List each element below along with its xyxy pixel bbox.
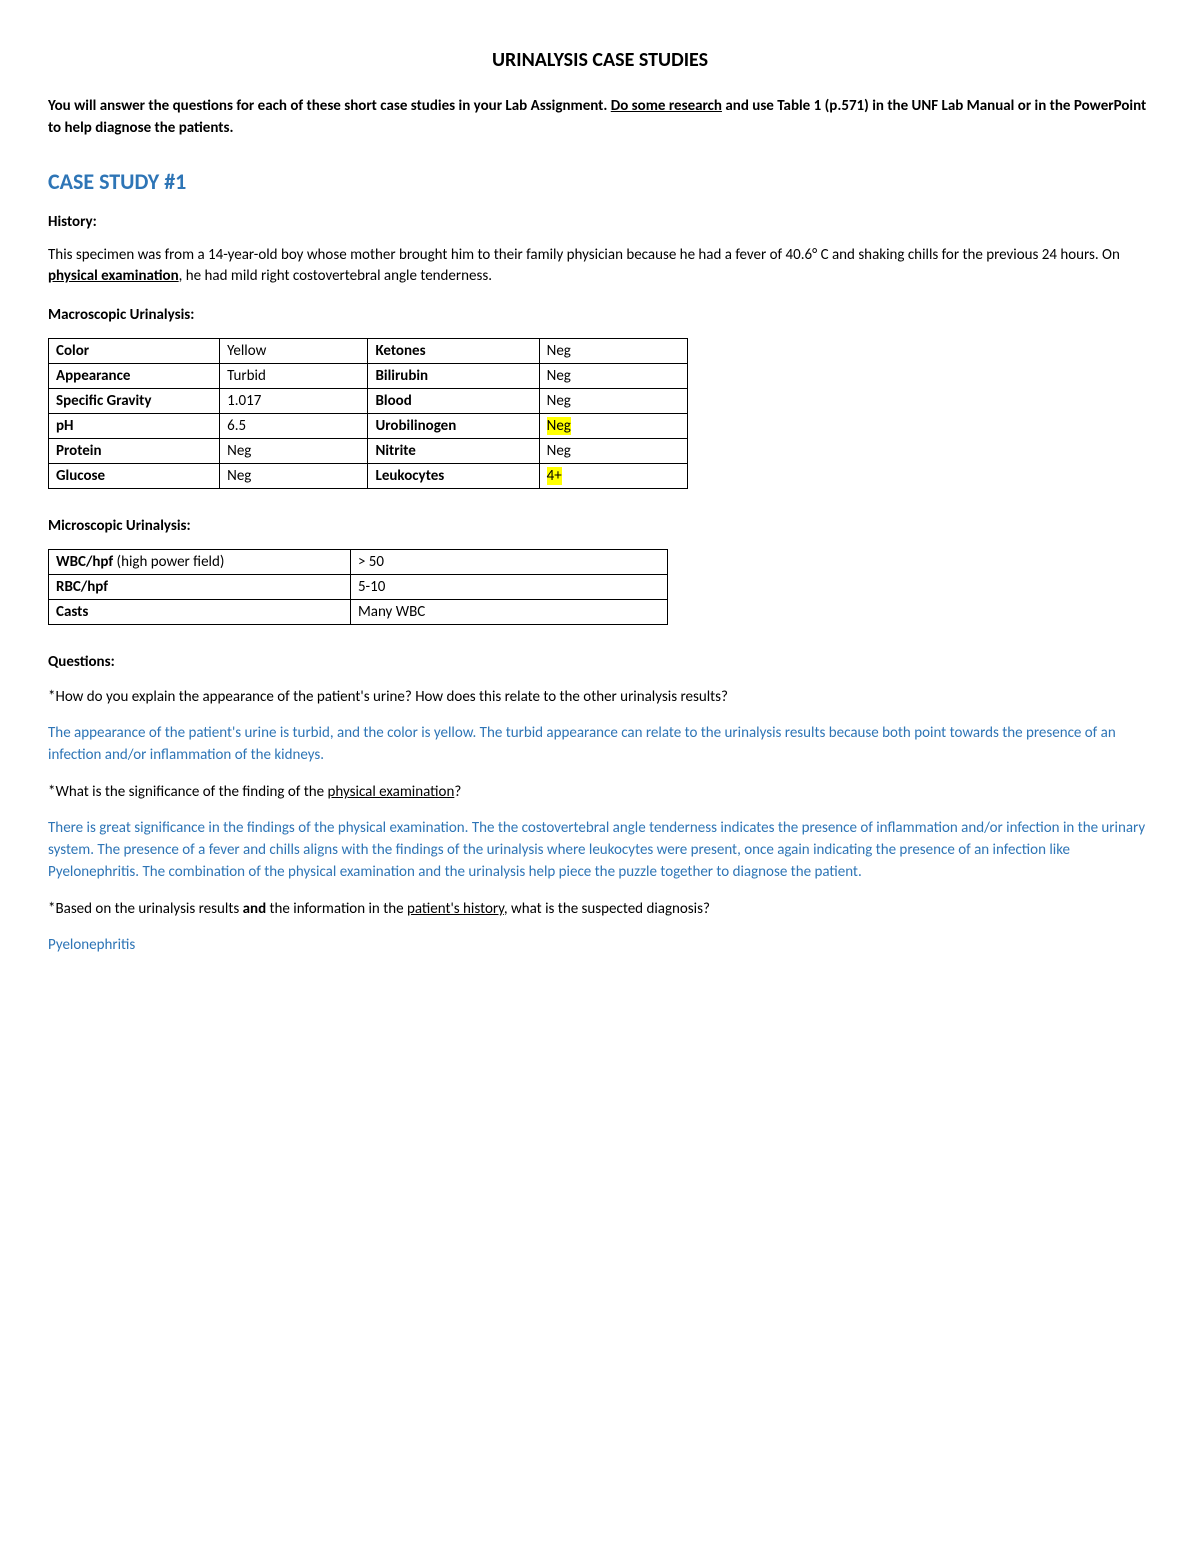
table-row: pH6.5Urobilinogen Neg — [49, 414, 688, 439]
micro-label-cell: WBC/hpf (high power field) — [49, 550, 351, 575]
q3-c: the information in the — [266, 900, 407, 918]
q3-u: patient's history — [407, 900, 504, 918]
question-1: *How do you explain the appearance of th… — [48, 687, 1152, 709]
macro-label-cell: Appearance — [49, 364, 220, 389]
intro-text-u: Do some research — [611, 97, 722, 115]
question-3: *Based on the urinalysis results and the… — [48, 899, 1152, 921]
q2-u: physical examination — [328, 783, 455, 801]
q3-b: and — [243, 900, 267, 918]
macro-label-cell: Nitrite — [368, 439, 539, 464]
macro-value-cell: Turbid — [220, 364, 368, 389]
history-u: physical examination — [48, 267, 179, 285]
case-heading: CASE STUDY #1 — [48, 168, 1152, 195]
macro-value-cell: Yellow — [220, 339, 368, 364]
history-text: This specimen was from a 14-year-old boy… — [48, 245, 1152, 289]
q2-b: ? — [454, 783, 461, 801]
table-row: RBC/hpf 5-10 — [49, 575, 668, 600]
macro-label-cell: Urobilinogen — [368, 414, 539, 439]
micro-label-bold: WBC/hpf — [56, 553, 113, 571]
macro-value-cell: Neg — [539, 339, 687, 364]
macro-value-cell: Neg — [539, 364, 687, 389]
macro-value-cell: Neg — [539, 414, 687, 439]
intro-paragraph: You will answer the questions for each o… — [48, 96, 1152, 140]
macro-value-cell: 1.017 — [220, 389, 368, 414]
table-row: AppearanceTurbidBilirubinNeg — [49, 364, 688, 389]
macro-value-cell: Neg — [539, 439, 687, 464]
micro-label-cell: Casts — [49, 600, 351, 625]
q3-a: *Based on the urinalysis results — [48, 900, 243, 918]
page-title: URINALYSIS CASE STUDIES — [48, 48, 1152, 72]
micro-value-cell: 5-10 — [350, 575, 667, 600]
macro-value-cell: 4+ — [539, 464, 687, 489]
macro-label: Macroscopic Urinalysis: — [48, 306, 1152, 324]
answer-2: There is great significance in the findi… — [48, 818, 1152, 883]
macro-value-cell: 6.5 — [220, 414, 368, 439]
macro-label-cell: Specific Gravity — [49, 389, 220, 414]
question-2: *What is the significance of the finding… — [48, 782, 1152, 804]
history-a: This specimen was from a 14-year-old boy… — [48, 246, 1120, 264]
macro-value-cell: Neg — [220, 439, 368, 464]
macro-label-cell: pH — [49, 414, 220, 439]
micro-label: Microscopic Urinalysis: — [48, 517, 1152, 535]
highlight: Neg — [547, 417, 571, 435]
macro-label-cell: Glucose — [49, 464, 220, 489]
highlight: 4+ — [547, 467, 562, 485]
answer-1: The appearance of the patient's urine is… — [48, 723, 1152, 767]
macro-label-cell: Blood — [368, 389, 539, 414]
answer-3: Pyelonephritis — [48, 935, 1152, 957]
table-row: Specific Gravity1.017BloodNeg — [49, 389, 688, 414]
q2-a: *What is the significance of the finding… — [48, 783, 328, 801]
macro-label-cell: Leukocytes — [368, 464, 539, 489]
micro-value-cell: > 50 — [350, 550, 667, 575]
micro-label-normal: (high power field) — [113, 553, 224, 571]
micro-value-cell: Many WBC — [350, 600, 667, 625]
table-row: ProteinNegNitriteNeg — [49, 439, 688, 464]
questions-label: Questions: — [48, 653, 1152, 671]
macro-label-cell: Bilirubin — [368, 364, 539, 389]
macro-table: ColorYellowKetonesNegAppearanceTurbidBil… — [48, 338, 688, 489]
micro-label-cell: RBC/hpf — [49, 575, 351, 600]
table-row: Casts Many WBC — [49, 600, 668, 625]
table-row: WBC/hpf (high power field)> 50 — [49, 550, 668, 575]
micro-table: WBC/hpf (high power field)> 50RBC/hpf5-1… — [48, 549, 668, 625]
macro-value-cell: Neg — [539, 389, 687, 414]
macro-label-cell: Color — [49, 339, 220, 364]
table-row: ColorYellowKetonesNeg — [49, 339, 688, 364]
macro-value-cell: Neg — [220, 464, 368, 489]
intro-text-a: You will answer the questions for each o… — [48, 97, 611, 115]
macro-label-cell: Protein — [49, 439, 220, 464]
table-row: GlucoseNegLeukocytes 4+ — [49, 464, 688, 489]
history-label: History: — [48, 213, 1152, 231]
micro-label-bold: Casts — [56, 603, 88, 621]
q3-d: , what is the suspected diagnosis? — [504, 900, 710, 918]
macro-label-cell: Ketones — [368, 339, 539, 364]
micro-label-bold: RBC/hpf — [56, 578, 108, 596]
history-b: , he had mild right costovertebral angle… — [179, 267, 492, 285]
